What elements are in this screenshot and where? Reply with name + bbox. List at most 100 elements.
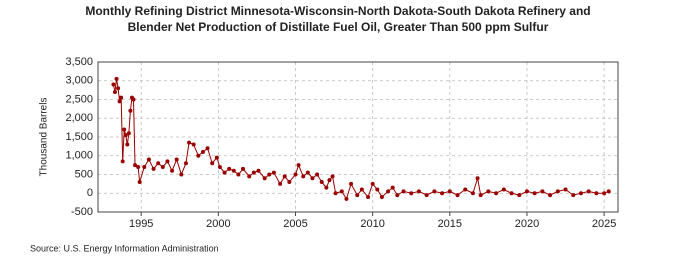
y-tick-label: 0: [87, 187, 93, 199]
data-point: [160, 165, 165, 169]
data-point: [128, 108, 133, 113]
data-point: [305, 170, 310, 175]
data-point: [241, 166, 246, 171]
data-point: [602, 191, 607, 196]
data-point: [227, 166, 232, 171]
x-tick-label: 2010: [360, 218, 384, 230]
source-note: Source: U.S. Energy Information Administ…: [30, 243, 219, 253]
data-point: [509, 191, 514, 196]
data-point: [187, 140, 192, 145]
data-point: [447, 189, 452, 194]
data-point: [440, 191, 445, 196]
data-point: [333, 191, 338, 196]
data-point: [532, 191, 537, 196]
data-point: [310, 176, 315, 181]
data-point: [120, 159, 125, 164]
y-tick-label: 1,000: [65, 150, 93, 162]
x-tick-label: 2015: [438, 218, 462, 230]
data-point: [137, 180, 142, 184]
data-point: [606, 189, 611, 194]
data-point: [267, 172, 272, 177]
data-point: [390, 185, 395, 190]
y-axis-label: Thousand Barrels: [39, 98, 50, 177]
data-point: [315, 172, 320, 177]
data-point: [478, 193, 483, 198]
data-point: [339, 189, 344, 194]
data-point: [231, 168, 236, 173]
data-point: [282, 174, 287, 179]
data-point: [126, 131, 131, 136]
data-point: [136, 165, 141, 169]
data-point: [517, 193, 522, 198]
plot-frame: [97, 61, 619, 213]
data-point: [548, 193, 553, 198]
data-point: [156, 161, 161, 166]
data-point: [142, 165, 147, 169]
data-point: [327, 178, 332, 183]
data-point: [501, 187, 506, 192]
data-point: [217, 165, 222, 169]
data-point: [416, 189, 421, 194]
data-point: [375, 187, 380, 192]
chart-title: Monthly Refining District Minnesota-Wisc…: [85, 4, 590, 18]
data-point: [301, 174, 306, 179]
data-point: [179, 172, 184, 177]
data-point: [571, 193, 576, 198]
data-point: [287, 180, 292, 184]
x-tick-label: 2005: [283, 218, 307, 230]
data-point: [256, 168, 261, 173]
data-point: [379, 195, 384, 199]
data-point: [578, 191, 583, 196]
data-point: [470, 191, 475, 196]
data-point: [271, 170, 276, 175]
data-point: [293, 172, 298, 177]
y-tick-label: 500: [75, 168, 93, 180]
data-point: [524, 189, 529, 194]
data-point: [123, 133, 128, 138]
data-point: [296, 163, 301, 168]
data-point: [455, 193, 460, 198]
data-point: [563, 187, 568, 192]
data-point: [395, 193, 400, 198]
data-point: [114, 76, 119, 81]
data-point: [125, 142, 130, 147]
data-point: [344, 196, 349, 201]
data-point: [251, 170, 256, 175]
y-tick-label: 2,500: [65, 93, 93, 105]
data-point: [349, 181, 354, 186]
data-point: [111, 82, 116, 87]
data-point: [555, 189, 560, 194]
data-point: [475, 176, 480, 181]
x-tick-label: 2000: [206, 218, 230, 230]
data-point: [146, 157, 151, 162]
data-point: [424, 193, 429, 198]
data-point: [359, 187, 364, 192]
data-point: [370, 181, 375, 186]
data-point: [133, 163, 138, 168]
x-tick-label: 2025: [592, 218, 616, 230]
series-line: [112, 78, 609, 201]
data-point: [236, 172, 241, 177]
data-point: [386, 189, 391, 194]
data-point: [355, 193, 360, 198]
data-point: [594, 191, 599, 196]
data-point: [122, 127, 127, 132]
data-point: [409, 191, 414, 196]
y-tick-label: 3,000: [65, 75, 93, 87]
data-point: [494, 191, 499, 196]
data-point: [116, 86, 121, 91]
data-point: [165, 159, 170, 164]
data-point: [183, 161, 188, 166]
data-point: [586, 189, 591, 194]
data-point: [205, 146, 210, 151]
data-point: [401, 189, 406, 194]
data-point: [278, 181, 283, 186]
data-point: [486, 189, 491, 194]
data-point: [222, 170, 227, 175]
data-point: [247, 174, 252, 179]
data-point: [330, 174, 335, 179]
data-point: [324, 185, 329, 190]
data-point: [319, 180, 324, 184]
data-point: [131, 97, 136, 102]
